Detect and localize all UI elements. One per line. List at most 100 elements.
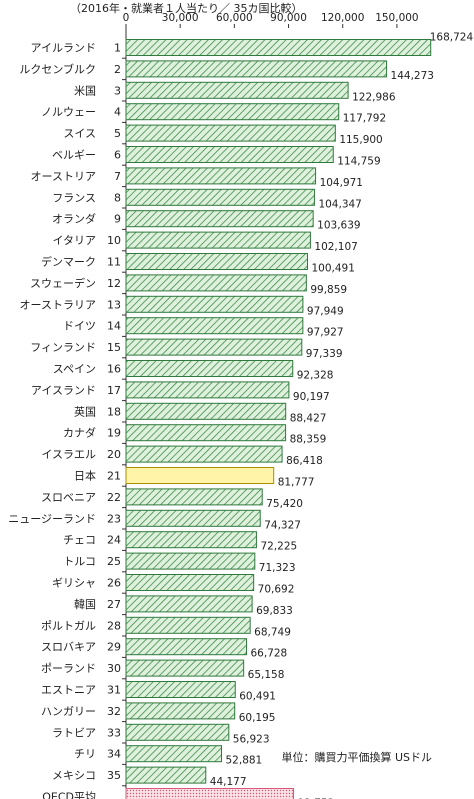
bar [125, 60, 388, 78]
rank-label: 12 [107, 277, 121, 290]
value-label: 122,986 [352, 91, 396, 103]
value-label: 117,792 [343, 113, 386, 125]
rank-label: 26 [107, 577, 121, 590]
bar-row: ニュージーランド 23 74,327 [8, 509, 301, 531]
rank-label: 20 [107, 448, 121, 461]
rank-label: 21 [107, 470, 121, 483]
bar [125, 681, 236, 698]
value-label: 88,427 [290, 412, 327, 424]
country-label: スペイン [53, 363, 96, 376]
bar [125, 552, 256, 570]
bar-row: オランダ 9 103,639 [52, 210, 361, 232]
country-label: メキシコ [52, 769, 96, 782]
value-label: 56,923 [233, 733, 270, 745]
bar [125, 81, 349, 99]
x-tick-label: 30,000 [162, 12, 199, 24]
country-label: スロベニア [41, 491, 96, 504]
bar-row: アイスランド 17 90,197 [31, 381, 330, 403]
rank-label: 33 [107, 726, 121, 739]
bar [125, 167, 317, 185]
country-label: フィンランド [30, 341, 96, 354]
value-label: 92,328 [297, 370, 334, 382]
rank-label: 30 [107, 662, 121, 675]
bar-row: ラトビア 33 56,923 [52, 723, 270, 745]
bar [125, 381, 290, 399]
bar [125, 595, 253, 613]
x-tick-label: 60,000 [216, 12, 253, 24]
value-label: 68,749 [254, 626, 291, 638]
bar [125, 531, 257, 549]
rank-label: 13 [107, 298, 121, 311]
bar-row: スイス 5 115,900 [63, 124, 383, 146]
country-label: ニュージーランド [8, 512, 96, 525]
rank-label: 11 [107, 256, 121, 269]
rank-label: 28 [107, 619, 121, 632]
rank-label: 5 [114, 127, 121, 140]
value-label: 102,107 [314, 241, 357, 253]
bar [125, 253, 308, 270]
value-label: 74,327 [264, 519, 301, 531]
country-label: オーストラリア [20, 298, 96, 311]
bar [125, 402, 287, 420]
x-tick-label: 0 [123, 12, 130, 24]
bar [125, 231, 311, 249]
bar-row: カナダ 19 88,359 [63, 424, 326, 446]
country-label: トルコ [63, 555, 96, 568]
country-label: イタリア [52, 234, 96, 247]
country-label: フランス [52, 191, 96, 204]
country-label: 英国 [74, 404, 96, 418]
bar-row: スウェーデン 12 99,859 [30, 274, 347, 296]
bar-row: エストニア 31 60,491 [41, 681, 276, 703]
chart-subtitle: （2016年・就業者１人当たり／ 35カ国比較） [70, 1, 303, 15]
country-label: ポーランド [41, 662, 96, 675]
country-label: スロバキア [41, 641, 96, 654]
bar-row: イタリア 10 102,107 [52, 231, 358, 253]
country-label: エストニア [41, 684, 96, 697]
bar-row: ポルトガル 28 68,749 [41, 616, 291, 638]
country-label: ルクセンブルク [19, 62, 96, 76]
bar [125, 702, 236, 720]
rank-label: 29 [107, 641, 121, 654]
country-label: オランダ [52, 212, 96, 226]
unit-note: 単位：購買力平価換算 USドル [281, 750, 432, 764]
rank-label: 6 [114, 149, 121, 162]
rank-label: 34 [107, 748, 121, 761]
bar [125, 274, 307, 292]
rank-label: 17 [107, 384, 121, 397]
rank-label: 19 [107, 427, 121, 440]
rank-label: 2 [114, 63, 121, 76]
bar-row: ノルウェー 4 117,792 [41, 103, 386, 125]
value-label: 144,273 [391, 70, 434, 82]
country-label: チリ [74, 748, 96, 761]
rank-label: 31 [107, 684, 121, 697]
bar-row: イスラエル 20 86,418 [41, 445, 323, 467]
rank-label: 7 [114, 170, 121, 183]
rank-label: 24 [107, 534, 121, 547]
bar-row: デンマーク 11 100,491 [41, 253, 355, 275]
bar-row: 日本 21 81,777 [74, 467, 314, 489]
bar-row: フィンランド 15 97,339 [30, 338, 343, 360]
country-label: 米国 [74, 84, 96, 97]
value-label: 90,197 [293, 391, 330, 403]
value-label: 97,927 [307, 327, 344, 339]
country-label: ラトビア [52, 726, 96, 739]
bar-row: メキシコ 35 44,177 [52, 766, 247, 788]
bar [125, 424, 287, 442]
bar-row: スロバキア 29 66,728 [41, 638, 287, 660]
value-label: 72,225 [260, 541, 297, 553]
bar-row: オーストリア 7 104,971 [31, 167, 363, 189]
country-label: OECD平均 [42, 791, 96, 799]
value-label: 99,859 [310, 284, 347, 296]
bar-row: ルクセンブルク 2 144,273 [19, 60, 434, 82]
bar [125, 146, 334, 163]
country-label: ギリシャ [52, 577, 96, 590]
bar-row: ベルギー 6 114,759 [52, 146, 381, 168]
bar-row: トルコ 25 71,323 [63, 552, 296, 574]
bar [125, 659, 245, 677]
country-label: ベルギー [52, 149, 96, 162]
value-label: 65,158 [248, 669, 285, 681]
country-label: 日本 [74, 469, 96, 483]
country-label: オーストリア [31, 170, 96, 183]
